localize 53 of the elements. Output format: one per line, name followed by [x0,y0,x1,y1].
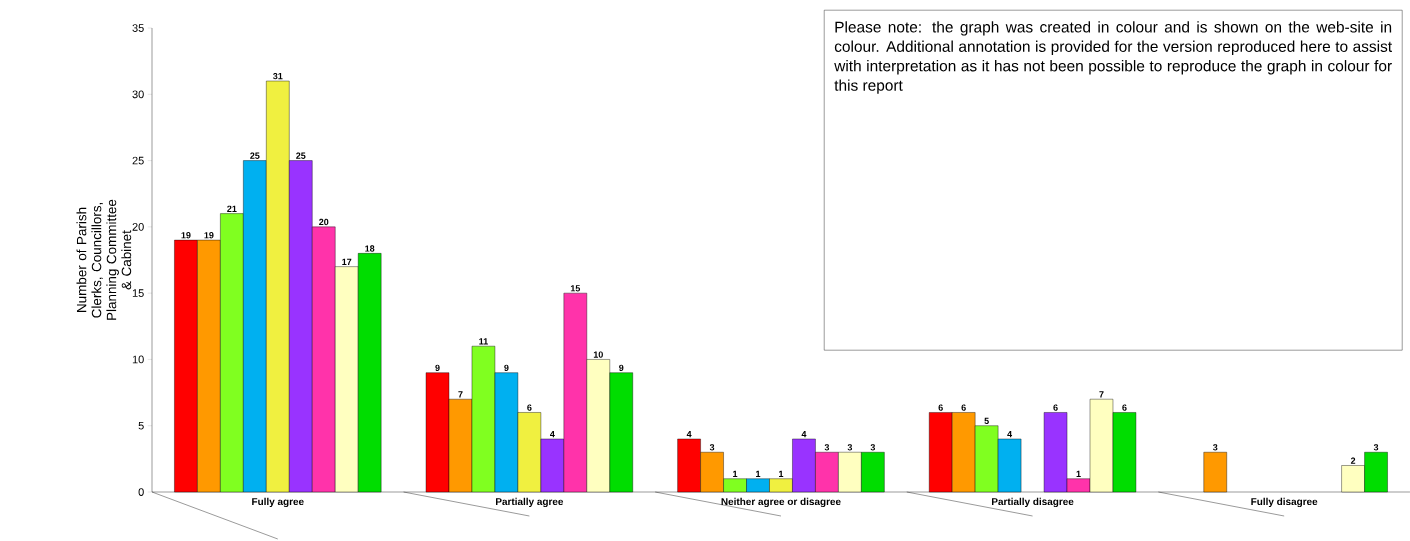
data-label: 19 [181,232,191,239]
data-label: 6 [1053,404,1058,411]
data-label: 4 [686,431,692,438]
data-label: 11 [479,338,488,345]
data-label: 9 [504,364,509,371]
data-label: 3 [1212,444,1218,451]
data-label: 19 [204,232,214,239]
data-label: 2 [1350,457,1356,464]
y-tick-label: 25 [132,156,144,165]
data-label: 4 [801,431,807,438]
data-label: 6 [527,404,532,411]
data-label: 9 [435,364,440,371]
data-label: 25 [296,152,306,159]
y-tick-label: 30 [132,90,144,99]
data-label: 10 [593,351,603,358]
data-label: 1 [733,470,738,478]
x-tick-label: Partially disagree [991,497,1074,508]
data-label: 6 [961,404,966,411]
data-label: 3 [824,444,830,451]
data-label: 3 [870,444,876,451]
data-label: 17 [342,258,352,265]
y-tick-label: 15 [132,289,144,297]
x-tick-label: Fully agree [252,497,304,508]
data-label: 18 [365,245,375,252]
data-label: 25 [250,152,260,159]
data-label: 1 [756,470,761,478]
data-label: 9 [619,364,624,371]
data-label: 31 [273,72,283,80]
data-label: 21 [227,205,237,212]
data-label: 4 [1007,431,1013,438]
x-tick-label: Neither agree or disagree [721,497,841,508]
y-tick-label: 10 [132,355,144,364]
data-label: 20 [319,218,329,226]
data-label: 1 [779,470,784,478]
x-tick-label: Partially agree [496,497,564,508]
data-label: 6 [1122,404,1127,411]
y-tick-label: 20 [132,222,144,231]
annotation: Please note: the graph was created in colour and is shown on the web-site in colour. Additional annotation is provided for the version reproduced here to assist with interpretation as it has not been possible to reproduce the graph in colour for this report [834,21,1392,94]
data-label: 7 [1099,391,1104,398]
y-tick-label: 35 [132,24,144,32]
y-axis-title: Number of Parish Clerks, Councillors, Planning Committee & Cabinet [76,199,132,320]
data-label: 1 [1076,470,1081,478]
data-label: 3 [709,444,715,451]
data-label: 6 [938,404,943,411]
data-label: 3 [847,444,853,451]
data-label: 7 [458,391,463,398]
x-tick-label: Fully disagree [1251,497,1318,508]
y-tick-label: 5 [138,421,144,430]
data-label: 3 [1373,444,1379,451]
data-label: 5 [984,417,989,425]
y-tick-label: 0 [138,488,144,496]
data-label: 4 [550,431,555,438]
data-label: 15 [570,285,581,292]
